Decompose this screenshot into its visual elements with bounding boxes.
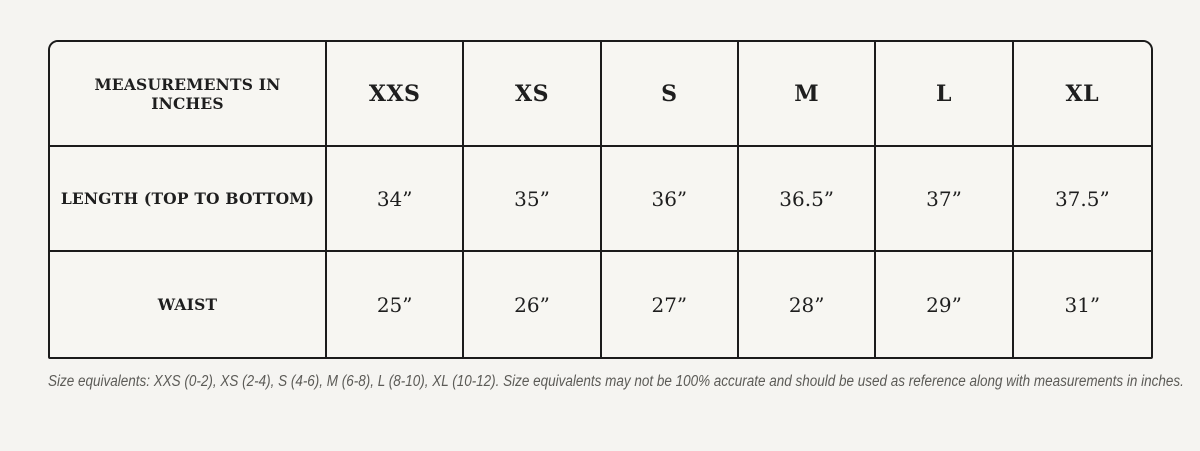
- size-header-xxs: XXS: [327, 42, 465, 147]
- waist-value-xs: 26”: [464, 252, 602, 357]
- size-header-xl: XL: [1013, 42, 1151, 147]
- length-value-l: 37”: [876, 147, 1014, 252]
- length-value-xs: 35”: [464, 147, 602, 252]
- size-header-m: M: [738, 42, 877, 147]
- waist-row-label: WAIST: [50, 252, 327, 357]
- length-value-xl: 37.5”: [1013, 147, 1151, 252]
- waist-value-xxs: 25”: [327, 252, 465, 357]
- size-header-s: S: [601, 42, 739, 147]
- length-value-xxs: 34”: [327, 147, 465, 252]
- waist-value-xl: 31”: [1013, 252, 1151, 357]
- size-chart-section: MEASUREMENTS IN INCHES XXS XS S M L XL L…: [48, 40, 1184, 390]
- waist-value-m: 28”: [738, 252, 877, 357]
- length-value-s: 36”: [601, 147, 739, 252]
- waist-value-s: 27”: [601, 252, 739, 357]
- size-header-l: L: [876, 42, 1014, 147]
- length-row-label: LENGTH (TOP TO BOTTOM): [50, 147, 327, 252]
- size-equivalents-footnote: Size equivalents: XXS (0-2), XS (2-4), S…: [48, 373, 1184, 390]
- size-header-xs: XS: [464, 42, 602, 147]
- size-chart-table: MEASUREMENTS IN INCHES XXS XS S M L XL L…: [48, 40, 1153, 359]
- length-value-m: 36.5”: [738, 147, 877, 252]
- measurements-unit-header: MEASUREMENTS IN INCHES: [50, 42, 327, 147]
- waist-value-l: 29”: [876, 252, 1014, 357]
